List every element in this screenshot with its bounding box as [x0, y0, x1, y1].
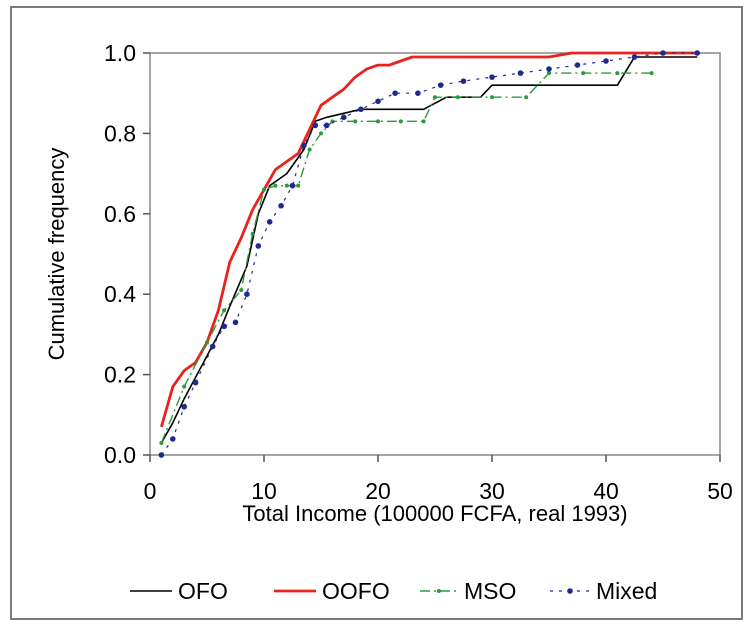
- data-point-mixed: [437, 82, 444, 88]
- data-point-mso: [159, 440, 164, 445]
- data-point-mso: [649, 71, 654, 76]
- data-point-mixed: [289, 182, 296, 189]
- data-point-mso: [182, 384, 187, 389]
- data-point-mixed: [392, 90, 398, 96]
- legend-label-mixed: Mixed: [596, 578, 657, 604]
- data-point-mixed: [358, 106, 364, 113]
- data-point-mixed: [170, 436, 176, 442]
- data-point-mso: [273, 183, 278, 188]
- series-line-oofo: [160, 51, 698, 428]
- x-axis-title: Total Income (100000 FCFA, real 1993): [242, 501, 627, 526]
- x-tick-label: 50: [707, 478, 733, 504]
- data-point-mso: [222, 308, 227, 313]
- data-point-mso: [455, 95, 460, 100]
- data-point-mixed: [341, 114, 347, 121]
- axis-ticks: 0 10 20 30 40 50 0.0 0.2 0.4 0.6 0.8 1.0: [104, 40, 733, 504]
- data-point-mixed: [158, 452, 165, 458]
- x-tick-label: 30: [479, 478, 505, 504]
- data-point-mixed: [660, 50, 666, 56]
- legend-label-ofo: OFO: [178, 578, 228, 604]
- y-axis-title: Cumulative frequency: [44, 148, 69, 361]
- data-point-mso: [433, 95, 437, 100]
- data-point-mso: [307, 147, 312, 152]
- y-tick-label: 0.6: [104, 201, 136, 227]
- data-point-mixed: [221, 323, 227, 330]
- data-point-mixed: [232, 319, 239, 326]
- x-tick-label: 0: [144, 478, 157, 504]
- data-point-mixed: [181, 403, 187, 410]
- data-point-mixed: [415, 90, 421, 96]
- x-tick-label: 10: [251, 478, 277, 504]
- data-point-mixed: [209, 343, 216, 350]
- data-point-mso: [353, 119, 358, 124]
- series-mso: [159, 71, 654, 445]
- legend-marker-mixed: [567, 588, 573, 594]
- data-point-mixed: [574, 62, 581, 68]
- data-point-mixed: [517, 70, 524, 76]
- data-point-mso: [615, 71, 620, 76]
- legend-marker-mso: [437, 589, 441, 593]
- data-point-mso: [296, 183, 301, 188]
- legend: OFO OOFO MSO Mixed: [130, 578, 657, 604]
- data-point-mso: [319, 131, 323, 136]
- y-tick-label: 0.2: [104, 362, 136, 388]
- data-point-mso: [250, 231, 255, 236]
- data-point-mso: [284, 183, 289, 188]
- legend-item-ofo: OFO: [130, 578, 228, 604]
- y-tick-label: 0.8: [104, 120, 136, 146]
- data-point-mso: [239, 288, 244, 293]
- chart-frame: 0 10 20 30 40 50 0.0 0.2 0.4 0.6 0.8 1.0 Total Inco…: [10, 6, 743, 620]
- series-mixed: [158, 50, 700, 458]
- data-point-mso: [376, 119, 380, 124]
- data-point-mixed: [244, 291, 250, 298]
- y-tick-label: 1.0: [104, 40, 136, 66]
- legend-label-mso: MSO: [464, 578, 516, 604]
- data-point-mso: [490, 95, 494, 100]
- x-tick-label: 40: [593, 478, 619, 504]
- data-point-mso: [547, 71, 551, 76]
- data-point-mso: [421, 119, 426, 124]
- data-point-mixed: [301, 142, 307, 149]
- y-tick-label: 0.4: [104, 281, 136, 307]
- data-point-mso: [581, 71, 586, 76]
- data-point-mixed: [631, 54, 638, 60]
- data-point-mso: [262, 187, 266, 192]
- data-point-mso: [524, 95, 529, 100]
- data-point-mixed: [603, 58, 609, 64]
- data-point-mixed: [266, 219, 273, 225]
- x-tick-label: 20: [365, 478, 391, 504]
- data-point-mixed: [460, 78, 467, 84]
- legend-item-mso: MSO: [420, 578, 516, 604]
- data-point-mixed: [375, 98, 381, 105]
- data-point-mixed: [694, 50, 700, 56]
- data-point-mixed: [312, 122, 319, 129]
- plot-area: [149, 52, 721, 456]
- y-tick-label: 0.0: [104, 442, 136, 468]
- data-point-mso: [398, 119, 403, 124]
- legend-label-oofo: OOFO: [322, 578, 390, 604]
- data-point-mixed: [323, 122, 330, 129]
- data-point-mixed: [192, 379, 199, 386]
- series-ofo: [160, 56, 698, 444]
- data-point-mso: [205, 340, 209, 345]
- cumulative-frequency-chart: 0 10 20 30 40 50 0.0 0.2 0.4 0.6 0.8 1.0 Total Inco…: [44, 40, 733, 604]
- legend-item-mixed: Mixed: [550, 578, 657, 604]
- data-point-mixed: [546, 66, 552, 72]
- data-point-mixed: [255, 243, 262, 249]
- series-layer: [158, 50, 700, 458]
- series-oofo: [160, 51, 698, 428]
- data-point-mixed: [278, 202, 284, 209]
- data-point-mixed: [489, 74, 495, 80]
- legend-item-oofo: OOFO: [274, 578, 390, 604]
- series-line-ofo: [160, 56, 698, 444]
